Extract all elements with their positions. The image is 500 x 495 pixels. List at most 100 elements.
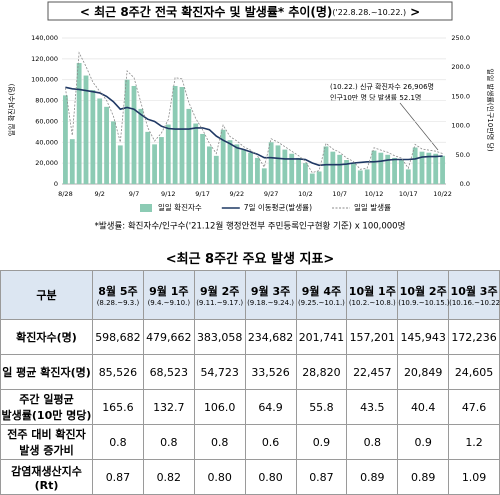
row-label: 주간 일평균 발생률(10만 명당) [0,389,93,425]
row-label-line: 감염재생산지수(Rt) [11,464,82,492]
bar [289,153,295,184]
bar [248,152,253,184]
x-tick-label: 10/17 [399,190,418,198]
table-cell: 172,236 [448,319,500,355]
bar [159,137,164,184]
bar [392,157,397,184]
bar [200,133,205,184]
bar [385,154,391,184]
table-cell: 0.8 [92,424,144,460]
header-cell: 9월 3주 (9.18.~9.24.) [244,270,297,320]
bar [303,163,308,184]
bar [104,106,109,184]
header-week: 10월 2주 [399,285,447,298]
bar [371,150,377,184]
bar [152,144,157,184]
bar [165,124,171,184]
header-cell: 10월 3주 (10.16.~10.22.) [448,270,500,320]
table-cell: 0.89 [346,459,399,495]
row-label-line: 전주 대비 확진자 [7,428,86,441]
header-week: 9월 1주 [149,285,189,298]
table-cell: 24,605 [448,354,500,390]
table-cell: 132.7 [142,389,195,425]
bar [344,160,349,184]
title-end: > [410,5,420,19]
header-range: (9.4.~9.10.) [147,299,191,307]
bar [213,155,219,184]
y-tick-label: 120,000 [31,55,58,63]
bar [440,155,445,184]
table-row: 전주 대비 확진자 발생 증가비 0.8 0.8 0.8 0.6 0.9 0.8 0.9 1.2 [0,424,500,460]
table-cell: 234,682 [244,319,297,355]
row-label: 일 평균 확진자(명) [0,354,93,390]
header-cell: 9월 4주 (9.25.~10.1.) [295,270,348,320]
bar [90,90,96,184]
x-tick-label: 10/12 [365,190,384,198]
table-cell: 47.6 [448,389,500,425]
header-range: (9.18.~9.24.) [247,299,295,307]
bar [241,149,247,184]
table-cell: 43.5 [346,389,399,425]
table-row: 감염재생산지수(Rt) 0.87 0.82 0.80 0.80 0.87 0.89 0.89 1… [0,459,500,495]
table-cell: 28,820 [295,354,348,390]
title-box [47,1,453,21]
bar [433,153,439,184]
bar [309,173,315,184]
x-tick-label: 8/28 [58,190,73,198]
bar [357,170,363,184]
bar [76,63,82,184]
bar [412,147,418,184]
bar [234,144,240,184]
table-cell: 0.8 [193,424,246,460]
header-week: 9월 3주 [250,285,291,298]
bar [131,85,137,184]
line [65,86,443,167]
bar [378,152,384,184]
bar [330,151,336,184]
y-tick-label: 80,000 [35,97,58,105]
bar [268,142,274,184]
header-cell: 8월 5주 (8.28.~9.3.) [92,270,144,320]
table-cell: 85,526 [92,354,144,390]
header-week: 9월 4주 [301,285,342,298]
header-range: (10.16.~10.22.) [449,299,500,307]
y-tick-label: 100,000 [31,76,58,84]
x-tick-label: 10/7 [332,190,347,198]
bar [351,163,356,184]
x-tick-label: 9/7 [129,190,139,198]
legend-swatch [140,204,152,212]
table-cell: 0.80 [244,459,297,495]
y2-tick-label: 250.0 [451,34,470,42]
bar [207,146,212,184]
bar [227,140,233,184]
row-label: 확진자수(명) [0,319,93,355]
table-cell: 0.9 [295,424,348,460]
bar [83,75,89,184]
header-cell: 10월 1주 (10.2.~10.8.) [346,270,399,320]
bar [193,123,199,184]
table-cell: 383,058 [193,319,246,355]
table-cell: 479,662 [142,319,195,355]
header-week: 10월 1주 [348,285,396,298]
y-tick-label: 40,000 [35,138,58,146]
table-cell: 1.09 [448,459,500,495]
y2-tick-label: 150.0 [451,92,470,100]
bar [261,168,267,184]
header-week: 8월 5주 [98,285,138,298]
y-tick-label: 140,000 [31,34,58,42]
table-cell: 68,523 [142,354,195,390]
table-cell: 40.4 [397,389,450,425]
header-range: (9.11.~9.17.) [196,299,244,307]
header-cell: 9월 1주 (9.4.~9.10.) [142,270,195,320]
row-label-line: 발생률(10만 명당) [1,409,92,422]
header-range: (10.2.~10.8.) [348,299,396,307]
header-range: (9.25.~10.1.) [297,299,345,307]
table-cell: 0.9 [397,424,450,460]
chart-title: < 최근 8주간 전국 확진자수 및 발생률* 추이(명)('22.8.28.~… [80,4,420,19]
bar [364,169,370,184]
table-cell: 145,943 [397,319,450,355]
table-cell: 0.6 [244,424,297,460]
row-label: 전주 대비 확진자 발생 증가비 [0,424,93,460]
table-cell: 0.8 [142,424,195,460]
x-tick-label: 10/2 [298,190,313,198]
